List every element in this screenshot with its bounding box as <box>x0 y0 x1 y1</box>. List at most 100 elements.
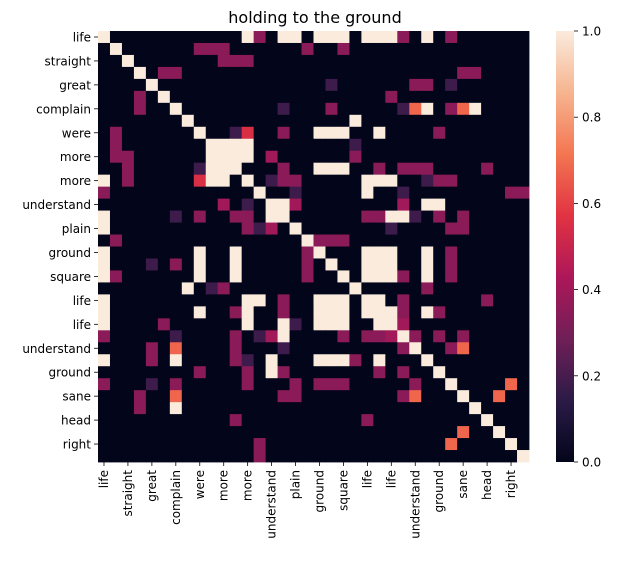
heatmap-cell <box>373 342 386 355</box>
heatmap-cell <box>121 66 135 80</box>
heatmap-cell <box>181 342 195 355</box>
heatmap-cell <box>121 426 135 439</box>
heatmap-cell <box>157 294 171 307</box>
heatmap-cell <box>289 31 302 44</box>
heatmap-cell <box>265 282 278 295</box>
heatmap-cell <box>193 78 207 92</box>
heatmap-cell <box>121 54 135 68</box>
heatmap-cell <box>301 210 314 223</box>
heatmap-cell <box>313 186 326 200</box>
heatmap-cell <box>397 162 410 176</box>
heatmap-cell <box>313 318 326 331</box>
heatmap-cell <box>289 90 302 104</box>
heatmap-cell <box>481 42 494 56</box>
heatmap-cell <box>349 246 362 259</box>
heatmap-cell <box>157 258 171 271</box>
heatmap-cell <box>361 342 374 355</box>
heatmap-cell <box>385 426 398 439</box>
heatmap-cell <box>121 390 135 403</box>
heatmap-cell <box>409 198 422 211</box>
heatmap-cell <box>205 102 219 116</box>
heatmap-cell <box>493 354 506 367</box>
heatmap-cell <box>517 150 530 164</box>
heatmap-cell <box>493 114 506 128</box>
heatmap-cell <box>505 126 518 140</box>
heatmap-cell <box>205 294 219 307</box>
heatmap-cell <box>157 426 171 439</box>
heatmap-cell <box>169 126 183 140</box>
heatmap-cell <box>457 414 470 427</box>
heatmap-cell <box>313 366 326 379</box>
heatmap-cell <box>397 450 410 463</box>
heatmap-cell <box>349 294 362 307</box>
heatmap-cell <box>265 31 278 44</box>
heatmap-cell <box>145 330 159 343</box>
heatmap-cell <box>169 318 183 331</box>
heatmap-cell <box>265 126 278 140</box>
heatmap-cell <box>277 366 290 379</box>
heatmap-cell <box>421 54 434 68</box>
heatmap-cell <box>505 306 518 319</box>
heatmap-cell <box>157 90 171 104</box>
heatmap-cell <box>469 414 482 427</box>
heatmap-cell <box>181 354 195 367</box>
heatmap-cell <box>253 186 267 200</box>
heatmap-cell <box>373 54 386 68</box>
heatmap-cell <box>517 102 530 116</box>
heatmap-cell <box>217 66 231 80</box>
heatmap-cell <box>205 342 219 355</box>
heatmap-cell <box>229 31 243 44</box>
heatmap-cell <box>133 402 147 415</box>
heatmap-cell <box>409 318 422 331</box>
heatmap-cell <box>433 282 446 295</box>
heatmap-cell <box>289 366 302 379</box>
heatmap-cell <box>121 282 135 295</box>
heatmap-cell <box>145 306 159 319</box>
heatmap-cell <box>121 402 135 415</box>
heatmap-cell <box>229 426 243 439</box>
heatmap-cell <box>445 150 458 164</box>
y-tick-label: were <box>62 126 91 140</box>
heatmap-cell <box>337 378 350 391</box>
heatmap-cell <box>253 366 267 379</box>
heatmap-cell <box>277 342 290 355</box>
heatmap-cell <box>241 102 255 116</box>
y-tick-label: straight <box>44 54 91 68</box>
heatmap-cell <box>493 150 506 164</box>
heatmap-cell <box>433 330 446 343</box>
heatmap-cell <box>265 390 278 403</box>
heatmap-cell <box>469 342 482 355</box>
heatmap-cell <box>109 210 123 223</box>
heatmap-cell <box>157 342 171 355</box>
heatmap-cell <box>133 90 147 104</box>
heatmap-cell <box>265 162 278 176</box>
heatmap-cell <box>265 90 278 104</box>
heatmap-cell <box>457 354 470 367</box>
heatmap-cell <box>469 210 482 223</box>
heatmap-cell <box>409 186 422 200</box>
heatmap-cell <box>301 342 314 355</box>
heatmap-cell <box>457 438 470 451</box>
heatmap-cell <box>469 222 482 235</box>
heatmap-cell <box>109 426 123 439</box>
heatmap-cell <box>205 114 219 128</box>
heatmap-cell <box>457 210 470 223</box>
heatmap-cell <box>109 162 123 176</box>
heatmap-cell <box>397 318 410 331</box>
heatmap-cell <box>445 210 458 223</box>
heatmap-cell <box>349 114 362 128</box>
heatmap-cell <box>157 330 171 343</box>
heatmap-cell <box>445 282 458 295</box>
heatmap-cell <box>98 246 111 259</box>
heatmap-cell <box>433 414 446 427</box>
heatmap-cell <box>241 426 255 439</box>
heatmap-cell <box>253 42 267 56</box>
heatmap-cell <box>289 162 302 176</box>
heatmap-cell <box>373 114 386 128</box>
heatmap-cell <box>505 258 518 271</box>
y-tick-label: square <box>50 270 91 284</box>
heatmap-cell <box>421 294 434 307</box>
heatmap-cell <box>445 138 458 152</box>
heatmap-cell <box>337 282 350 295</box>
heatmap-cell <box>253 54 267 68</box>
